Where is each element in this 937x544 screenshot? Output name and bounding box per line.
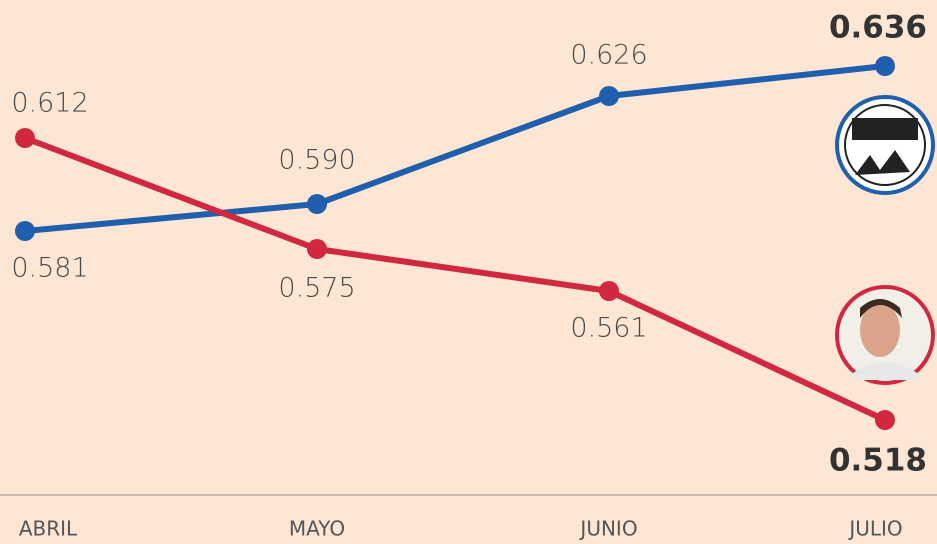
x-tick-label: JULIO (847, 517, 902, 541)
legend-icon-photo (837, 287, 933, 383)
series-line (25, 66, 885, 231)
data-label: 0.612 (11, 88, 88, 119)
data-point (875, 56, 895, 76)
chart: ABRIL MAYO JUNIO JULIO 0.581 0.590 0.626 0.636 0… (0, 0, 937, 544)
series-line (25, 138, 885, 420)
data-label: 0.575 (278, 273, 355, 304)
data-point (15, 221, 35, 241)
data-point (599, 281, 619, 301)
data-point (875, 410, 895, 430)
x-tick-label: JUNIO (578, 517, 637, 541)
data-point (15, 128, 35, 148)
data-point (599, 86, 619, 106)
data-label: 0.590 (278, 145, 355, 176)
x-tick-label: MAYO (289, 517, 345, 541)
legend-icon-beatles (837, 97, 933, 193)
data-point (307, 194, 327, 214)
data-label: 0.518 (829, 443, 927, 479)
data-label: 0.626 (570, 40, 647, 71)
x-tick-label: ABRIL (19, 517, 78, 541)
data-label: 0.581 (11, 253, 88, 284)
data-label: 0.561 (570, 313, 647, 344)
data-label: 0.636 (829, 10, 927, 46)
data-point (307, 239, 327, 259)
